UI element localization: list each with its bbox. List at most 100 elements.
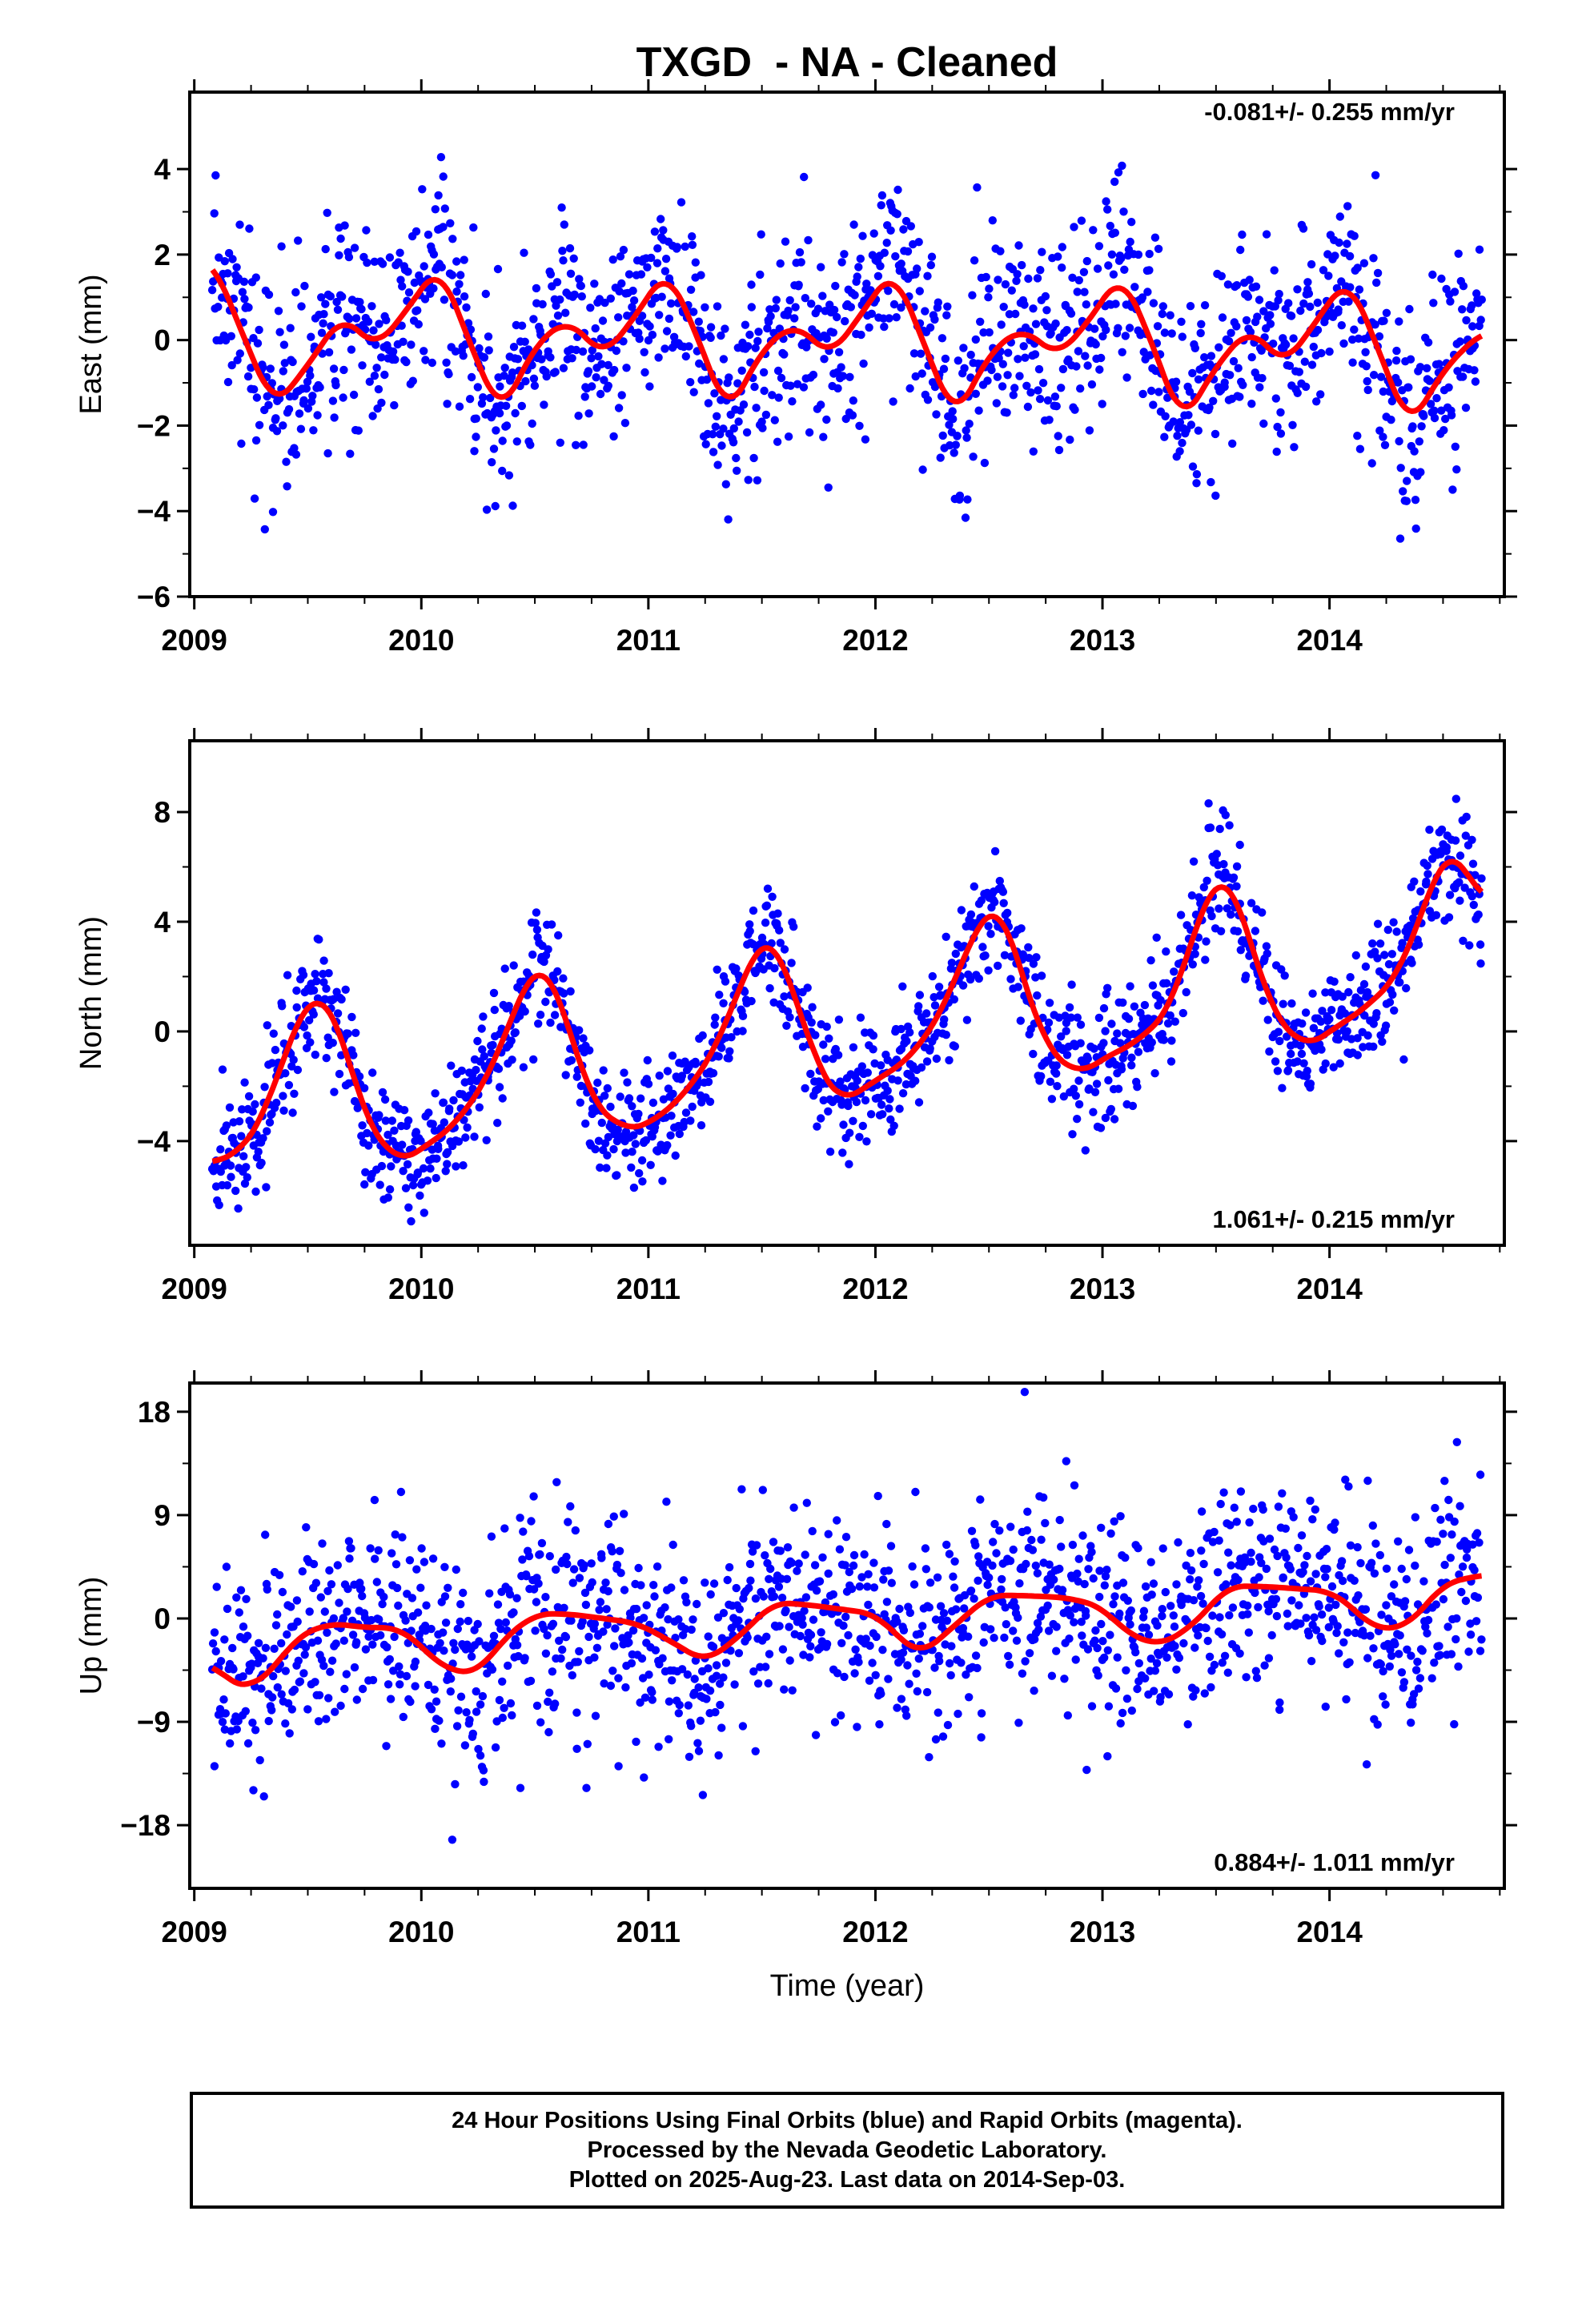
data-point: [983, 376, 992, 385]
data-point: [926, 1044, 934, 1053]
data-point: [932, 1054, 942, 1063]
data-point: [339, 1614, 347, 1622]
data-point: [600, 1679, 608, 1688]
data-point: [480, 353, 489, 362]
data-point: [612, 1171, 621, 1180]
data-point: [1307, 360, 1317, 369]
data-point: [713, 302, 722, 311]
data-point: [364, 1632, 373, 1641]
data-point: [1296, 306, 1305, 316]
data-point: [1127, 1061, 1136, 1070]
data-point: [1296, 1619, 1305, 1628]
data-point: [480, 1051, 488, 1061]
data-point: [389, 1667, 398, 1675]
data-point: [769, 1538, 778, 1546]
data-point: [1415, 363, 1425, 372]
x-tick-label: 2013: [1070, 624, 1135, 657]
data-point: [264, 290, 274, 300]
data-point: [1081, 1146, 1090, 1155]
data-point: [491, 501, 500, 511]
data-point: [401, 1616, 410, 1625]
data-point: [488, 458, 496, 467]
data-point: [1252, 1674, 1262, 1683]
data-point: [997, 320, 1006, 329]
data-point: [784, 306, 793, 316]
data-point: [398, 1533, 407, 1542]
data-point: [323, 1586, 332, 1596]
data-point: [1074, 1577, 1082, 1586]
plot-frame-north: [188, 739, 1506, 1247]
data-point: [930, 382, 940, 392]
data-point: [635, 1168, 644, 1178]
data-point: [1263, 1015, 1272, 1024]
data-point: [702, 375, 712, 384]
data-point: [1228, 1603, 1238, 1612]
data-point: [806, 1642, 815, 1651]
data-point: [1322, 1545, 1331, 1554]
data-point: [768, 892, 777, 902]
data-point: [882, 1519, 891, 1529]
data-point: [1095, 365, 1104, 374]
data-point: [1249, 1504, 1258, 1514]
data-point: [350, 243, 359, 252]
data-point: [1009, 1626, 1018, 1635]
data-point: [600, 298, 609, 308]
data-point: [1126, 237, 1134, 247]
data-point: [947, 1642, 956, 1651]
data-point: [844, 1101, 853, 1111]
data-point: [1456, 1502, 1464, 1510]
data-point: [1351, 951, 1361, 960]
data-point: [251, 1726, 260, 1735]
data-point: [1222, 1580, 1231, 1589]
data-point: [1327, 1006, 1336, 1015]
data-point: [283, 482, 291, 491]
data-point: [1318, 1007, 1327, 1015]
data-point: [611, 1624, 620, 1633]
data-point: [863, 1582, 872, 1591]
data-point: [1466, 1630, 1476, 1639]
data-point: [857, 1573, 866, 1582]
data-point: [1343, 239, 1351, 248]
data-point: [309, 1010, 318, 1019]
data-point: [1331, 1518, 1339, 1527]
data-point: [1265, 1047, 1274, 1056]
data-point: [1276, 408, 1285, 417]
data-point: [1247, 400, 1256, 408]
data-point: [664, 1614, 673, 1624]
data-point: [1391, 356, 1401, 365]
data-point: [1330, 977, 1339, 987]
data-point: [849, 1550, 859, 1560]
data-point: [255, 420, 264, 429]
data-point: [294, 236, 303, 245]
data-point: [738, 1027, 747, 1035]
data-point: [1293, 388, 1302, 397]
data-point: [355, 298, 364, 307]
data-point: [1065, 1634, 1074, 1643]
data-point: [290, 444, 299, 452]
data-point: [764, 1679, 773, 1688]
data-point: [242, 1594, 251, 1604]
data-point: [698, 1031, 707, 1040]
data-point: [662, 327, 672, 336]
data-point: [1146, 351, 1154, 360]
data-point: [532, 908, 541, 917]
data-point: [407, 1216, 416, 1226]
data-point: [694, 1683, 703, 1692]
data-point: [1090, 324, 1099, 333]
data-point: [1159, 1035, 1169, 1044]
data-point: [1308, 989, 1317, 998]
data-point: [1097, 353, 1106, 363]
data-point: [327, 1580, 336, 1589]
data-point: [719, 424, 728, 433]
data-point: [1139, 348, 1148, 356]
data-point: [744, 342, 753, 351]
data-point: [1104, 1076, 1113, 1085]
data-point: [436, 153, 446, 162]
data-point: [666, 1131, 675, 1140]
data-point: [865, 1641, 874, 1651]
data-point: [1440, 1560, 1449, 1570]
data-point: [1178, 1008, 1188, 1018]
data-point: [1207, 352, 1216, 360]
data-point: [379, 1592, 388, 1602]
data-point: [865, 1676, 874, 1685]
